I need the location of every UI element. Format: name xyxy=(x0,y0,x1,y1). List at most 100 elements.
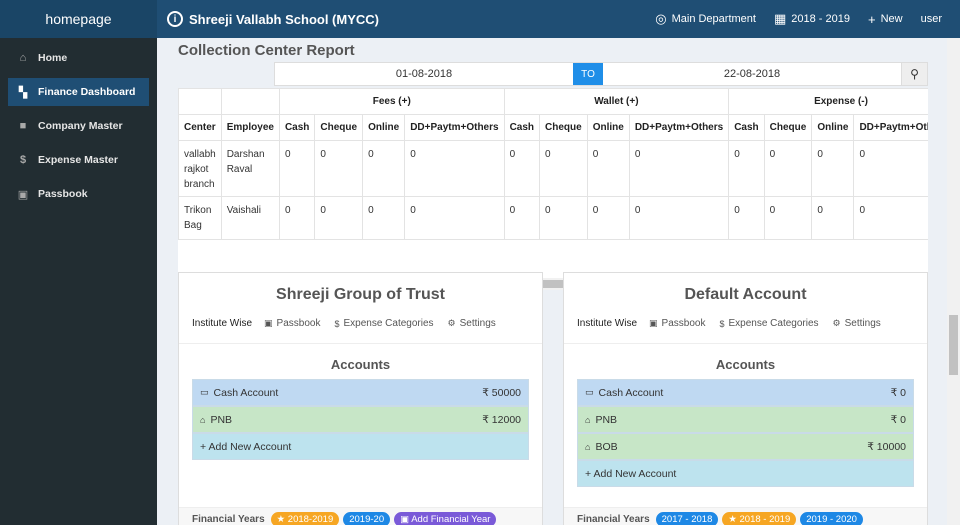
page-vertical-scrollbar[interactable] xyxy=(947,38,960,525)
sidebar-item-home[interactable]: ⌂ Home xyxy=(8,44,149,72)
passbook-link[interactable]: ▣ Passbook xyxy=(264,318,321,329)
column-header: Employee xyxy=(220,114,280,141)
report-table-wrapper[interactable]: Fees (+) Wallet (+) Expense (-) Center E… xyxy=(178,88,928,288)
year-selector[interactable]: ▦ 2018 - 2019 xyxy=(773,11,850,26)
divider xyxy=(564,343,927,344)
passbook-icon: ▣ xyxy=(264,318,273,328)
fy-badge[interactable]: 2019 - 2020 xyxy=(800,512,863,525)
column-header: Center xyxy=(178,114,222,141)
group-header-expense: Expense (-) xyxy=(728,88,928,115)
brand-logo[interactable]: homepage xyxy=(0,0,157,38)
column-header: Cash xyxy=(728,114,765,141)
top-navbar: homepage i Shreeji Vallabh School (MYCC)… xyxy=(0,0,960,38)
financial-years-label: Financial Years xyxy=(192,514,265,525)
money-icon: ▭ xyxy=(200,387,209,397)
account-item-pnb[interactable]: ⌂ PNB ₹ 0 xyxy=(577,406,914,433)
cell-center: Trikon Bag xyxy=(178,196,222,240)
target-icon: ◎ xyxy=(655,11,667,26)
cell-value: 0 xyxy=(763,196,813,240)
institute-wise-link[interactable]: Institute Wise xyxy=(577,318,638,329)
search-button[interactable]: ⚲ xyxy=(901,63,927,85)
department-selector[interactable]: ◎ Main Department xyxy=(655,11,756,26)
add-new-account-button[interactable]: + Add New Account xyxy=(192,433,529,460)
group-header-wallet: Wallet (+) xyxy=(503,88,730,115)
column-header: Online xyxy=(586,114,630,141)
account-item-pnb[interactable]: ⌂ PNB ₹ 12000 xyxy=(192,406,529,433)
account-amount: ₹ 0 xyxy=(890,413,906,426)
cell-value: 0 xyxy=(404,196,505,240)
add-new-account-button[interactable]: + Add New Account xyxy=(577,460,914,487)
cell-value: 0 xyxy=(628,140,730,197)
column-header: Cheque xyxy=(539,114,588,141)
fy-badge[interactable]: 2017 - 2018 xyxy=(655,512,719,525)
settings-link[interactable]: ⚙ Settings xyxy=(832,318,881,329)
calendar-icon: ▦ xyxy=(773,11,787,26)
sidebar-item-finance-dashboard[interactable]: ▚ Finance Dashboard xyxy=(8,78,149,106)
column-header: DD+Paytm+Others xyxy=(404,114,505,141)
account-amount: ₹ 50000 xyxy=(482,386,521,399)
column-header: Cheque xyxy=(763,114,813,141)
dollar-icon: $ xyxy=(334,318,340,329)
column-header: Online xyxy=(362,114,406,141)
to-label: TO xyxy=(573,63,603,85)
add-financial-year-button[interactable]: ▣ Add Financial Year xyxy=(394,512,497,525)
date-to-input[interactable]: 22-08-2018 xyxy=(723,68,781,80)
report-title: Collection Center Report xyxy=(178,42,355,59)
expense-categories-link[interactable]: $ Expense Categories xyxy=(719,318,819,329)
sidebar-item-expense-master[interactable]: $ Expense Master xyxy=(8,146,149,174)
account-amount: ₹ 12000 xyxy=(482,413,521,426)
cell-value: 0 xyxy=(586,140,630,197)
report-table: Fees (+) Wallet (+) Expense (-) Center E… xyxy=(178,88,928,240)
column-header: Cash xyxy=(278,114,316,141)
date-from-input[interactable]: 01-08-2018 xyxy=(395,68,453,80)
school-name: Shreeji Vallabh School (MYCC) xyxy=(189,11,379,27)
column-header: Online xyxy=(811,114,855,141)
account-amount: ₹ 10000 xyxy=(867,440,906,453)
cell-value: 0 xyxy=(314,196,364,240)
bank-icon: ⌂ xyxy=(585,414,591,425)
school-selector[interactable]: i Shreeji Vallabh School (MYCC) xyxy=(167,11,379,27)
account-panel-default-account: Default Account Institute Wise ▣ Passbook… xyxy=(563,272,928,525)
scrollbar-thumb[interactable] xyxy=(949,315,958,375)
plus-icon: + xyxy=(867,11,876,27)
passbook-link[interactable]: ▣ Passbook xyxy=(649,318,706,329)
fy-badge[interactable]: ★ 2018 - 2019 xyxy=(722,512,797,525)
account-item-bob[interactable]: ⌂ BOB ₹ 10000 xyxy=(577,433,914,460)
fy-badge[interactable]: 2019-20 xyxy=(343,512,391,525)
cell-value: 0 xyxy=(278,140,316,197)
panel-title: Default Account xyxy=(684,286,807,303)
accounts-list: ▭ Cash Account ₹ 50000 ⌂ PNB ₹ 12000 + Add… xyxy=(192,379,529,460)
cell-value: 0 xyxy=(586,196,630,240)
column-header: DD+Paytm+Others xyxy=(853,114,928,141)
search-icon: ⚲ xyxy=(910,67,919,81)
bank-icon: ⌂ xyxy=(200,414,206,425)
account-item-cash[interactable]: ▭ Cash Account ₹ 50000 xyxy=(192,379,529,406)
cell-value: 0 xyxy=(811,196,855,240)
fy-badge[interactable]: ★ 2018-2019 xyxy=(270,512,340,525)
cell-employee: Vaishali xyxy=(220,196,280,240)
cell-value: 0 xyxy=(628,196,730,240)
home-icon: ⌂ xyxy=(19,52,27,64)
account-item-cash[interactable]: ▭ Cash Account ₹ 0 xyxy=(577,379,914,406)
main-content: Collection Center Report 01-08-2018 TO 2… xyxy=(157,38,947,525)
accounts-heading: Accounts xyxy=(330,357,391,372)
column-header: Cash xyxy=(503,114,541,141)
sidebar-item-passbook[interactable]: ▣ Passbook xyxy=(17,188,88,201)
dollar-icon: $ xyxy=(19,154,27,166)
sidebar: ⌂ Home ▚ Finance Dashboard ■ Company Mas… xyxy=(0,38,157,525)
institute-wise-link[interactable]: Institute Wise xyxy=(192,318,253,329)
sidebar-item-company-master[interactable]: ■ Company Master xyxy=(8,112,149,140)
cell-value: 0 xyxy=(811,140,855,197)
cell-value: 0 xyxy=(362,196,406,240)
cell-value: 0 xyxy=(362,140,406,197)
settings-link[interactable]: ⚙ Settings xyxy=(447,318,496,329)
expense-categories-link[interactable]: $ Expense Categories xyxy=(334,318,434,329)
panel-title: Shreeji Group of Trust xyxy=(276,286,445,303)
user-menu[interactable]: user xyxy=(920,13,942,25)
new-button[interactable]: + New xyxy=(867,11,903,27)
divider xyxy=(179,343,542,344)
cell-value: 0 xyxy=(278,196,316,240)
cell-employee: Darshan Raval xyxy=(220,140,280,197)
date-range-picker: 01-08-2018 TO 22-08-2018 ⚲ xyxy=(274,62,928,86)
group-header-fees: Fees (+) xyxy=(278,88,505,115)
